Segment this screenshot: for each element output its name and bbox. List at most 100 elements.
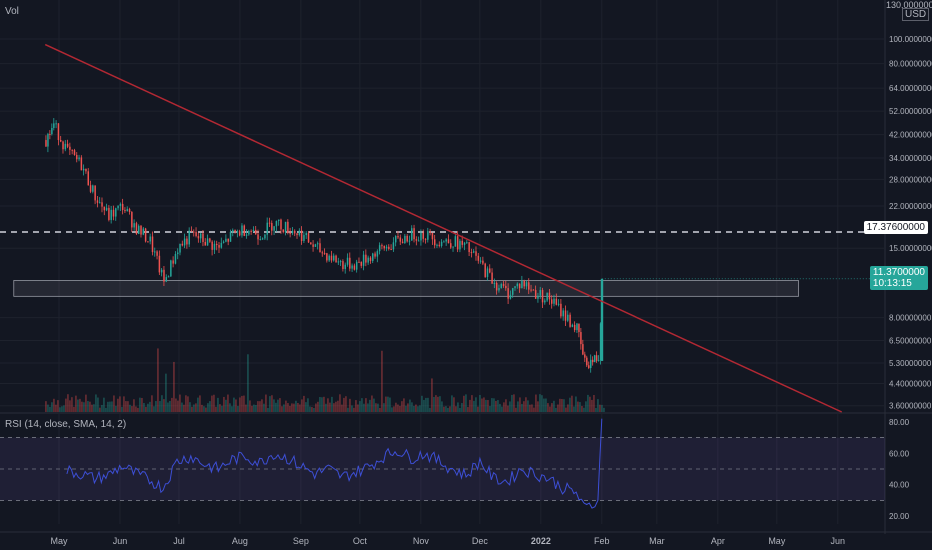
candle-body xyxy=(314,244,317,247)
candle-body xyxy=(362,254,365,266)
volume-bar xyxy=(597,399,599,412)
volume-bar xyxy=(293,403,295,412)
volume-bar xyxy=(215,406,217,412)
candle-body xyxy=(310,242,312,245)
volume-bar xyxy=(101,404,103,412)
volume-bar xyxy=(465,394,467,412)
volume-bar xyxy=(403,398,405,412)
candle-body xyxy=(489,268,491,273)
candle-body xyxy=(438,244,441,246)
candle-body xyxy=(234,230,236,233)
volume-bar xyxy=(459,407,461,412)
time-axis-label: Feb xyxy=(594,536,610,546)
volume-bar xyxy=(217,397,219,412)
price-axis-label: 34.00000000 xyxy=(889,154,932,163)
candle-body xyxy=(431,232,434,240)
time-axis-label: Dec xyxy=(472,536,489,546)
volume-bar xyxy=(287,403,289,412)
candle-body xyxy=(96,200,99,203)
volume-bar xyxy=(205,407,207,412)
candle-body xyxy=(197,236,200,239)
candle-body xyxy=(590,359,592,369)
candle-body xyxy=(213,243,216,250)
candle-body xyxy=(49,133,51,135)
candle-body xyxy=(493,282,496,284)
candle-body xyxy=(470,252,473,254)
candle-body xyxy=(550,299,553,304)
candle-body xyxy=(147,241,149,243)
time-axis-label: Aug xyxy=(232,536,248,546)
volume-bar xyxy=(497,400,499,412)
candle-body xyxy=(296,233,298,236)
volume-bar xyxy=(225,399,227,412)
volume-bar xyxy=(315,403,317,412)
volume-bar xyxy=(197,397,199,412)
candle-body xyxy=(94,185,96,201)
candle-body xyxy=(80,157,83,171)
candle-body xyxy=(376,251,379,257)
volume-bar xyxy=(221,405,223,412)
candle-body xyxy=(259,239,262,241)
candle-body xyxy=(415,239,418,241)
candle-body xyxy=(447,239,450,244)
vol-label: Vol xyxy=(5,6,19,17)
candle-body xyxy=(261,238,264,240)
candle-body xyxy=(367,257,369,263)
volume-bar xyxy=(599,404,601,412)
volume-bar xyxy=(165,373,167,412)
candle-body xyxy=(289,232,291,234)
volume-bar xyxy=(401,401,403,412)
volume-bar xyxy=(189,402,191,412)
candle-body xyxy=(209,238,211,242)
candle-body xyxy=(144,228,147,242)
volume-bar xyxy=(535,394,537,412)
rsi-axis-label: 40.00 xyxy=(889,481,910,490)
volume-bar xyxy=(121,406,123,412)
rsi-axis-label: 60.00 xyxy=(889,449,910,458)
candle-body xyxy=(167,276,170,278)
candle-body xyxy=(422,232,425,239)
volume-bar xyxy=(539,394,541,412)
candle-body xyxy=(539,290,542,296)
volume-bar xyxy=(245,404,247,412)
volume-bar xyxy=(385,396,387,412)
volume-bar xyxy=(231,406,233,412)
volume-bar xyxy=(323,396,325,412)
volume-bar xyxy=(381,350,383,412)
candle-body xyxy=(562,310,564,317)
candle-body xyxy=(479,260,482,262)
price-axis-label: 100.00000000 xyxy=(889,35,932,44)
volume-bar xyxy=(337,400,339,412)
volume-bar xyxy=(511,394,513,412)
candle-body xyxy=(584,354,586,358)
volume-bar xyxy=(433,396,435,412)
volume-bar xyxy=(295,400,297,412)
rsi-line xyxy=(66,418,603,509)
volume-bar xyxy=(563,399,565,412)
volume-bar xyxy=(57,400,59,412)
volume-bar xyxy=(71,397,73,412)
volume-bar xyxy=(407,403,409,412)
volume-bar xyxy=(173,361,175,412)
volume-bar xyxy=(301,399,303,412)
candle-body xyxy=(225,238,227,242)
volume-bar xyxy=(303,395,305,412)
volume-bar xyxy=(481,398,483,412)
candle-body xyxy=(117,205,119,209)
volume-bar xyxy=(495,400,497,412)
volume-bar xyxy=(589,396,591,412)
volume-bar xyxy=(87,401,89,412)
candle-body xyxy=(440,241,443,246)
volume-bar xyxy=(143,402,145,412)
volume-bar xyxy=(427,397,429,412)
candle-body xyxy=(307,233,310,243)
candle-body xyxy=(71,149,73,151)
volume-bar xyxy=(325,403,327,412)
candle-body xyxy=(206,238,209,246)
candle-body xyxy=(316,243,319,245)
volume-bar xyxy=(555,407,557,412)
price-axis-label: 22.00000000 xyxy=(889,202,932,211)
candle-body xyxy=(53,123,55,128)
volume-bar xyxy=(419,405,421,412)
